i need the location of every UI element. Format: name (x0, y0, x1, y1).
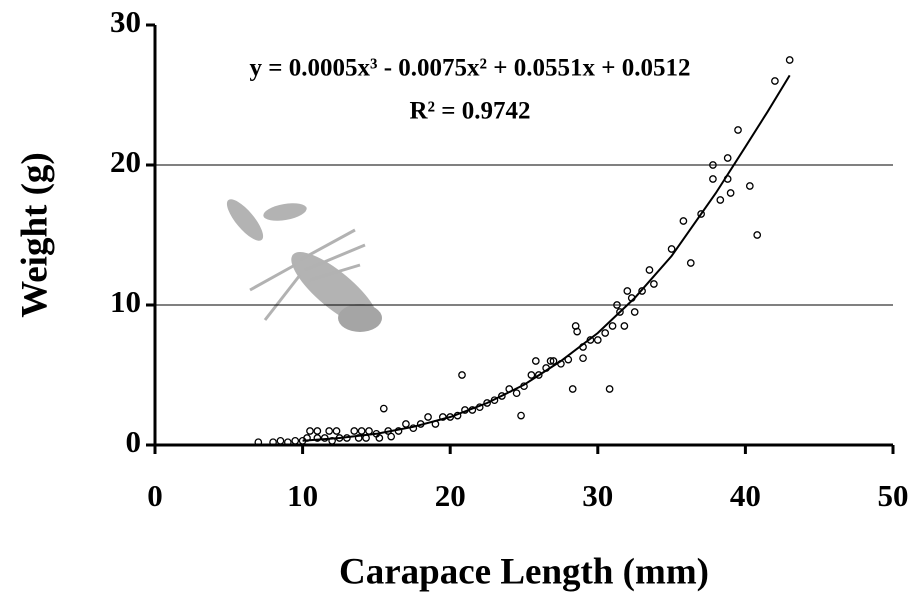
point (645, 266, 654, 274)
point (483, 399, 491, 407)
x-tick-label: 50 (878, 478, 909, 513)
point (697, 210, 705, 218)
point (605, 385, 614, 393)
point (613, 301, 621, 309)
point (667, 245, 676, 253)
point (650, 280, 658, 288)
point (517, 411, 525, 420)
point (269, 438, 277, 447)
point (291, 436, 300, 445)
x-tick-label: 10 (287, 478, 318, 513)
point (579, 354, 587, 363)
point (283, 438, 292, 447)
point (350, 427, 359, 435)
point (734, 126, 742, 134)
point (726, 189, 735, 197)
y-axis-title: Weight (g) (14, 152, 55, 317)
point (709, 175, 717, 183)
point (306, 427, 314, 435)
point (424, 413, 432, 421)
point (438, 413, 447, 421)
x-tick-label: 20 (435, 478, 466, 513)
x-tick-label: 0 (147, 478, 163, 513)
point (573, 327, 581, 336)
y-tick-label: 0 (126, 424, 142, 459)
equation: y = 0.0005x³ - 0.0075x² + 0.0551x + 0.05… (249, 55, 690, 82)
point (354, 434, 363, 442)
point (745, 182, 754, 190)
point (531, 357, 540, 365)
point (365, 427, 373, 435)
point (402, 420, 410, 428)
point (527, 371, 536, 379)
x-tick-label: 40 (730, 478, 761, 513)
point (709, 161, 717, 169)
point (546, 357, 555, 365)
point (568, 385, 577, 393)
point (379, 404, 388, 413)
point (785, 56, 794, 64)
x-tick-label: 30 (582, 478, 613, 513)
point (593, 336, 602, 344)
point (620, 322, 629, 330)
point (325, 427, 334, 435)
point (601, 329, 610, 337)
y-tick-label: 30 (110, 4, 141, 39)
point (458, 371, 466, 379)
crayfish-illustration (226, 199, 382, 332)
point (623, 287, 632, 295)
point (276, 436, 285, 445)
point (716, 196, 725, 204)
point (686, 259, 695, 267)
point (638, 287, 646, 295)
point (723, 154, 732, 162)
point (534, 371, 543, 379)
point (616, 308, 624, 316)
point (630, 308, 639, 316)
point (254, 438, 263, 447)
point (313, 427, 322, 435)
point (679, 217, 688, 225)
point (375, 434, 384, 442)
point (608, 322, 617, 330)
point (771, 77, 779, 85)
trendline (302, 74, 791, 442)
point (332, 427, 341, 435)
y-tick-label: 20 (110, 144, 141, 179)
point (357, 427, 366, 435)
r-squared: R² = 0.9742 (409, 98, 530, 125)
point (387, 432, 396, 441)
x-axis-title: Carapace Length (mm) (339, 551, 709, 592)
point (498, 392, 506, 400)
y-tick-label: 10 (110, 284, 141, 319)
point (512, 389, 521, 398)
point (753, 231, 762, 239)
point (549, 357, 558, 365)
